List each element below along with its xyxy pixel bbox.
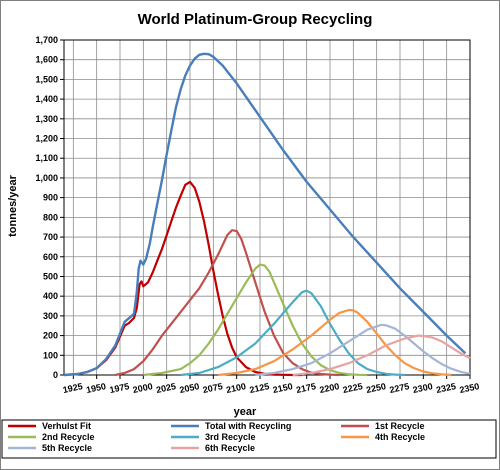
legend-label: 6th Recycle <box>205 443 255 453</box>
y-tick-label: 400 <box>43 291 58 301</box>
y-tick-label: 100 <box>43 350 58 360</box>
series-line-7 <box>255 323 471 377</box>
y-axis: 0 100 200 300 400 500 600 700 800 900 1,000 1,100 1,… <box>35 35 64 380</box>
legend-label: 4th Recycle <box>375 432 425 442</box>
x-tick-label: 2250 <box>365 381 387 395</box>
legend: Verhulst Fit Total with Recycling 1st Recy… <box>8 421 425 453</box>
x-tick-label: 2125 <box>249 381 271 395</box>
series-line-8 <box>292 334 471 377</box>
legend-label: Verhulst Fit <box>42 421 91 431</box>
y-tick-label: 1,200 <box>35 134 58 144</box>
x-tick-label: 2100 <box>225 381 247 395</box>
x-tick-label: 2200 <box>319 381 341 395</box>
y-tick-label: 1,600 <box>35 55 58 65</box>
series-line-6 <box>217 308 452 377</box>
y-tick-label: 1,000 <box>35 173 58 183</box>
series-line-1 <box>63 180 302 377</box>
series-line-2 <box>63 52 467 377</box>
x-tick-label: 2075 <box>202 381 224 395</box>
y-tick-label: 500 <box>43 271 58 281</box>
x-tick-label: 2025 <box>155 381 177 395</box>
legend-box <box>1 419 497 459</box>
series-lines <box>63 52 471 377</box>
series-line-5 <box>180 289 405 377</box>
x-tick-label: 2000 <box>132 381 154 395</box>
x-tick-label: 2150 <box>272 381 294 395</box>
y-axis-label: tonnes/year <box>7 174 19 236</box>
y-tick-label: 1,700 <box>35 35 58 45</box>
y-tick-label: 200 <box>43 331 58 341</box>
x-tick-label: 2275 <box>389 381 411 395</box>
x-axis-label: year <box>234 406 257 418</box>
legend-label: 5th Recycle <box>42 443 92 453</box>
y-tick-label: 800 <box>43 212 58 222</box>
y-tick-label: 1,100 <box>35 153 58 163</box>
legend-label: 2nd Recycle <box>42 432 95 442</box>
series-line-3 <box>115 229 340 377</box>
legend-label: Total with Recycling <box>205 421 291 431</box>
y-tick-label: 900 <box>43 193 58 203</box>
y-tick-label: 1,400 <box>35 94 58 104</box>
legend-label: 3rd Recycle <box>205 432 256 442</box>
x-tick-label: 2350 <box>459 381 481 395</box>
x-tick-label: 2325 <box>435 381 457 395</box>
y-tick-label: 700 <box>43 232 58 242</box>
x-tick-label: 2050 <box>179 381 201 395</box>
x-tick-label: 1975 <box>109 381 131 395</box>
y-tick-label: 300 <box>43 311 58 321</box>
legend-label: 1st Recycle <box>375 421 425 431</box>
chart-title: World Platinum-Group Recycling <box>138 11 373 28</box>
y-tick-label: 0 <box>53 370 58 380</box>
y-tick-label: 600 <box>43 252 58 262</box>
y-tick-label: 1,500 <box>35 74 58 84</box>
x-tick-label: 2175 <box>295 381 317 395</box>
x-tick-label: 2300 <box>412 381 434 395</box>
x-axis: 1925 1950 1975 2000 2025 2050 2075 2100 2125 2150… <box>62 375 480 395</box>
y-tick-label: 1,300 <box>35 114 58 124</box>
x-tick-label: 1950 <box>85 381 107 395</box>
x-tick-label: 2225 <box>342 381 364 395</box>
x-tick-label: 1925 <box>62 381 84 395</box>
